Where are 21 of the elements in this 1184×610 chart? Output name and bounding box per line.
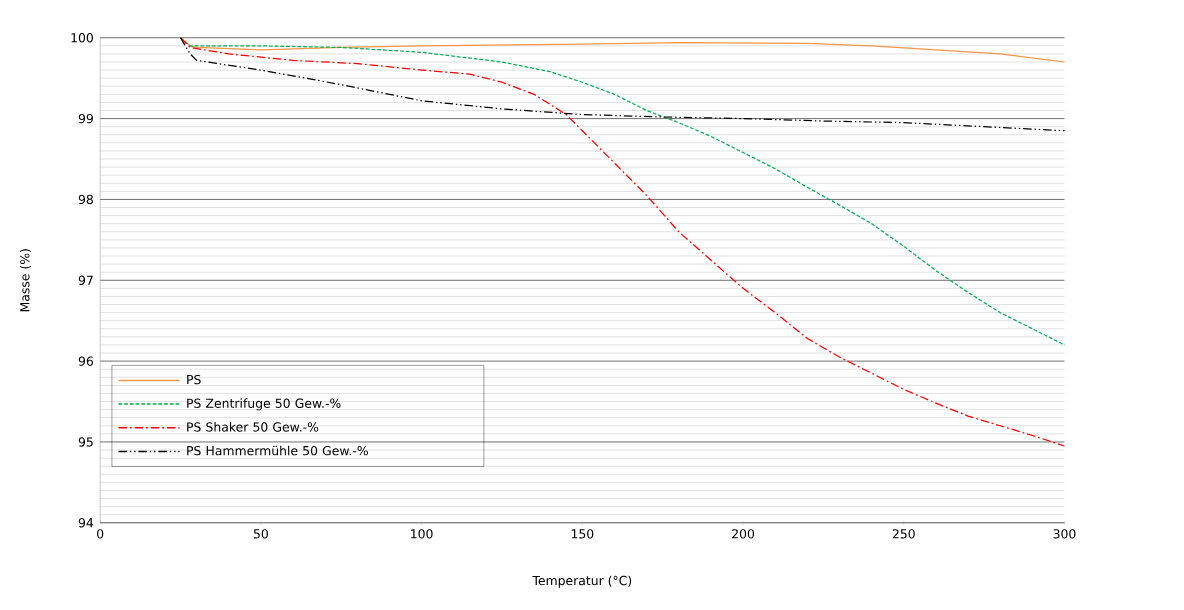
legend-label: PS [187, 374, 201, 385]
y-tick-label: 99 [78, 113, 93, 124]
legend-label: PS Hammermühle 50 Gew.-% [187, 445, 368, 456]
x-tick-label: 200 [732, 529, 755, 539]
legend-label: PS Zentrifuge 50 Gew.-% [187, 398, 341, 411]
x-tick-label: 300 [1053, 529, 1076, 539]
y-tick-label: 94 [78, 518, 94, 528]
y-tick-label: 97 [78, 275, 93, 285]
y-tick-label: 100 [71, 33, 93, 43]
x-tick-label: 150 [571, 529, 594, 539]
x-tick-label: 100 [411, 529, 433, 539]
x-axis-title: Temperatur (°C) [532, 575, 632, 588]
y-tick-label: 96 [78, 356, 94, 366]
x-tick-label: 250 [892, 529, 915, 539]
y-tick-label: 95 [78, 437, 93, 447]
line-series [179, 37, 1066, 447]
x-tick-label: 50 [253, 529, 268, 539]
y-tick-label: 98 [78, 194, 93, 205]
legend-label: PS Shaker 50 Gew.-% [187, 422, 319, 432]
y-axis-title: Masse (%) [19, 249, 31, 312]
x-tick-label: 0 [97, 529, 104, 539]
